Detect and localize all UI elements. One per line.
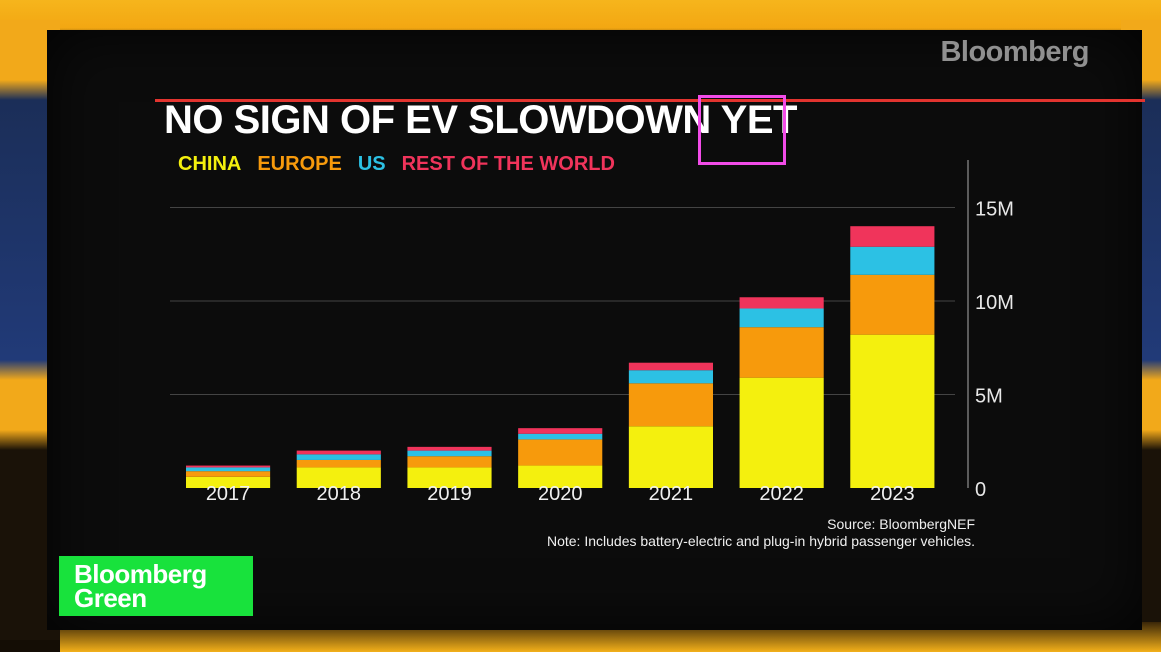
- bar-2017-china: [186, 476, 271, 488]
- legend-item-rest-of-the-world: REST OF THE WORLD: [401, 153, 615, 175]
- bar-2021-us: [628, 370, 713, 384]
- bar-2023-china: [850, 334, 935, 488]
- y-tick-label: 15M: [975, 199, 1014, 221]
- bar-2023-us: [850, 246, 935, 275]
- bar-2020-rest-of-the-world: [518, 428, 603, 434]
- bar-2017-europe: [186, 471, 271, 477]
- x-tick-label: 2021: [649, 483, 694, 505]
- bar-2021-europe: [628, 383, 713, 427]
- bar-2020-china: [518, 465, 603, 488]
- note-line: Note: Includes battery-electric and plug…: [546, 533, 975, 549]
- legend-item-china: CHINA: [178, 153, 242, 175]
- chart-screen: [47, 30, 1142, 630]
- y-tick-label: 10M: [975, 292, 1014, 314]
- bar-2018-rest-of-the-world: [296, 450, 381, 455]
- x-tick-label: 2022: [759, 483, 804, 505]
- bar-2020-europe: [518, 439, 603, 466]
- x-tick-label: 2019: [427, 483, 472, 505]
- y-tick-label: 0: [975, 479, 986, 501]
- legend-item-us: US: [357, 153, 386, 175]
- bar-2022-europe: [739, 327, 824, 378]
- legend-item-europe: EUROPE: [257, 153, 342, 175]
- source-line: Source: BloombergNEF: [827, 516, 975, 532]
- highlight-box: [698, 95, 786, 165]
- bar-2019-rest-of-the-world: [407, 446, 492, 451]
- source-note: Source: BloombergNEF Note: Includes batt…: [547, 516, 975, 550]
- bloomberg-green-logo: Bloomberg Green: [59, 556, 253, 616]
- bar-2022-china: [739, 377, 824, 488]
- bar-2018-us: [296, 454, 381, 460]
- bar-2017-rest-of-the-world: [186, 465, 271, 468]
- bloomberg-watermark: Bloomberg: [940, 36, 1089, 68]
- bar-2019-us: [407, 450, 492, 457]
- bar-2020-us: [518, 433, 603, 440]
- bar-2022-us: [739, 308, 824, 328]
- bar-2021-china: [628, 426, 713, 488]
- bar-2018-europe: [296, 459, 381, 468]
- bar-2017-us: [186, 467, 271, 472]
- bar-2019-europe: [407, 456, 492, 468]
- x-tick-label: 2017: [206, 483, 251, 505]
- y-tick-label: 5M: [975, 386, 1003, 408]
- x-tick-label: 2023: [870, 483, 915, 505]
- bar-2023-rest-of-the-world: [850, 226, 935, 247]
- logo-line-1: Bloomberg: [74, 559, 207, 589]
- x-tick-label: 2018: [317, 483, 362, 505]
- bar-2023-europe: [850, 274, 935, 335]
- x-tick-label: 2020: [538, 483, 583, 505]
- bar-2022-rest-of-the-world: [739, 297, 824, 309]
- bar-2021-rest-of-the-world: [628, 362, 713, 371]
- title-rule: [155, 99, 1145, 102]
- chart-title: NO SIGN OF EV SLOWDOWN YET: [164, 98, 797, 142]
- chart-legend: CHINA EUROPE US REST OF THE WORLD: [178, 153, 615, 176]
- logo-line-2: Green: [74, 583, 147, 613]
- bar-2019-china: [407, 467, 492, 488]
- bar-2018-china: [296, 467, 381, 488]
